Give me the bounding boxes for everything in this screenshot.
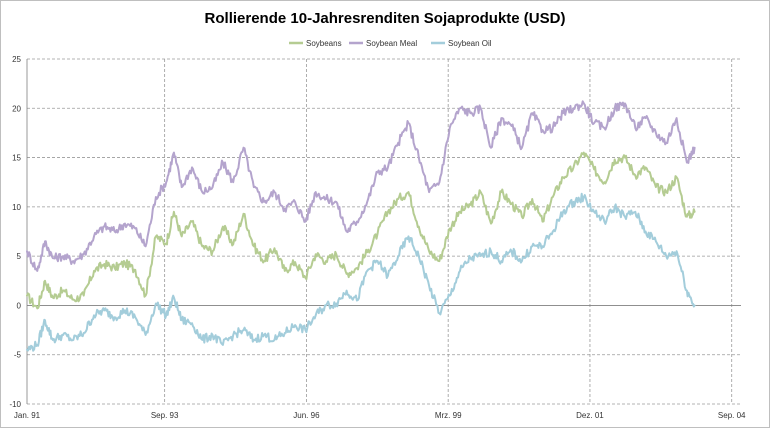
x-tick-label: Sep. 04 (718, 411, 746, 420)
y-tick-label: -10 (9, 400, 21, 409)
legend-label: Soybean Meal (366, 39, 417, 48)
x-tick-label: Dez. 01 (576, 411, 604, 420)
y-tick-label: 20 (12, 104, 21, 113)
x-tick-label: Sep. 93 (151, 411, 179, 420)
series-group (26, 100, 696, 352)
y-tick-label: 25 (12, 55, 21, 64)
x-tick-label: Jun. 96 (293, 411, 320, 420)
grid (27, 58, 741, 405)
axes (26, 59, 741, 404)
legend: Soybeans Soybean Meal Soybean Oil (289, 39, 492, 48)
series-line-soybean-oil (26, 192, 696, 352)
series-line-soybeans (26, 151, 696, 310)
x-tick-labels: Jan. 91 Sep. 93 Jun. 96 Mrz. 99 Dez. 01 Sep. … (14, 411, 746, 420)
chart-title: Rollierende 10-Jahresrenditen Sojaproduk… (205, 10, 566, 27)
legend-label: Soybean Oil (448, 39, 492, 48)
legend-label: Soybeans (306, 39, 342, 48)
y-tick-label: -5 (14, 351, 22, 360)
y-tick-label: 10 (12, 203, 21, 212)
y-tick-labels: -10 -5 0 5 10 15 20 25 (9, 55, 21, 409)
y-tick-label: 0 (17, 301, 22, 310)
x-tick-label: Jan. 91 (14, 411, 41, 420)
y-tick-label: 5 (17, 252, 22, 261)
y-tick-label: 15 (12, 154, 21, 163)
series-line-soybean-meal (26, 100, 696, 272)
x-tick-label: Mrz. 99 (435, 411, 462, 420)
